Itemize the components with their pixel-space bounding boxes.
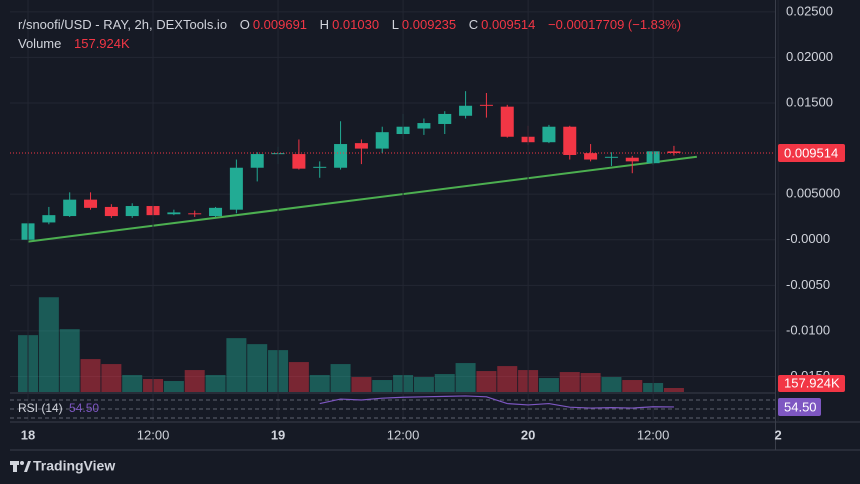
ohlc-letter: O bbox=[239, 17, 250, 32]
change: −0.00017709 (−1.83%) bbox=[548, 17, 682, 32]
volume-bar bbox=[184, 370, 205, 392]
x-tick-label: 12:00 bbox=[137, 427, 170, 442]
price-tag bbox=[778, 144, 845, 163]
volume-value: 157.924K bbox=[74, 36, 130, 51]
ohlc-value: 0.01030 bbox=[332, 17, 380, 32]
volume-bar bbox=[413, 377, 434, 392]
y-tick-label: -0.0000 bbox=[786, 231, 830, 246]
y-tick-label: 0.02500 bbox=[786, 3, 833, 18]
y-tick-label: -0.0050 bbox=[786, 277, 830, 292]
rsi-line bbox=[319, 395, 674, 409]
volume-legend: Volume 157.924K bbox=[18, 36, 133, 51]
plot-area bbox=[10, 11, 775, 392]
candle-body bbox=[417, 123, 431, 129]
trendline bbox=[27, 155, 697, 243]
volume-bar bbox=[497, 366, 518, 392]
volume-bar bbox=[163, 381, 184, 392]
volume-bar bbox=[101, 364, 122, 392]
x-tick-label: 12:00 bbox=[637, 427, 670, 442]
x-tick-label: 12:00 bbox=[387, 427, 420, 442]
y-tick-label: -0.0100 bbox=[786, 322, 830, 337]
y-tick-label: 0.02000 bbox=[786, 49, 833, 64]
x-tick-label: 20 bbox=[521, 427, 535, 442]
candle-body bbox=[542, 126, 556, 143]
candle-body bbox=[354, 143, 368, 149]
candle-body bbox=[438, 113, 452, 124]
ohlc-letter: C bbox=[468, 17, 479, 32]
ohlc-value: 0.009691 bbox=[252, 17, 308, 32]
candle-body bbox=[292, 154, 306, 169]
volume-bar bbox=[247, 344, 268, 392]
candle-body bbox=[604, 156, 618, 158]
volume-bar bbox=[309, 375, 330, 392]
volume-bar bbox=[38, 297, 59, 392]
rsi-tag-label: 54.50 bbox=[784, 399, 817, 414]
candle-body bbox=[584, 153, 598, 160]
volume-bar bbox=[330, 364, 351, 392]
symbol-title: r/snoofi/USD - RAY, 2h, DEXTools.io bbox=[18, 17, 228, 32]
volume-bar bbox=[434, 374, 455, 392]
volume-bar bbox=[455, 363, 476, 392]
candle-body bbox=[42, 215, 56, 223]
volume-bar bbox=[351, 377, 372, 392]
volume-bar bbox=[226, 338, 247, 392]
volume-tag-label: 157.924K bbox=[784, 375, 840, 390]
rsi-tag bbox=[778, 397, 821, 416]
rsi-name: RSI (14) bbox=[18, 401, 63, 415]
ohlc-value: 0.009235 bbox=[401, 17, 457, 32]
candle-body bbox=[188, 213, 202, 215]
volume-bar bbox=[538, 378, 559, 392]
candle-body bbox=[375, 132, 389, 149]
volume-name: Volume bbox=[18, 36, 62, 51]
candle-body bbox=[84, 199, 98, 208]
volume-bar bbox=[122, 375, 143, 392]
volume-bar bbox=[580, 373, 601, 392]
legend-header: r/snoofi/USD - RAY, 2h, DEXTools.io O 0.0… bbox=[18, 17, 684, 32]
price-tag-label: 0.009514 bbox=[784, 145, 838, 160]
time-axis: 18 12:00 19 12:00 20 12:00 2 bbox=[21, 427, 782, 442]
ohlc-letter: L bbox=[391, 17, 399, 32]
candle-body bbox=[563, 126, 577, 155]
x-tick-label: 18 bbox=[21, 427, 35, 442]
candle-body bbox=[625, 157, 639, 162]
x-tick-label: 19 bbox=[271, 427, 285, 442]
candle-body bbox=[667, 151, 681, 154]
ohlc-value: 0.009514 bbox=[481, 17, 536, 32]
volume-bar bbox=[372, 380, 393, 392]
candle-body bbox=[63, 199, 77, 217]
volume-bar bbox=[476, 371, 497, 392]
candle-body bbox=[104, 206, 118, 217]
candle-body bbox=[459, 105, 473, 116]
y-tick-label: 0.01500 bbox=[786, 94, 833, 109]
rsi-legend: RSI (14) 54.50 bbox=[18, 401, 102, 415]
volume-bar bbox=[288, 362, 309, 392]
candle-body bbox=[479, 104, 493, 106]
volume-bar bbox=[205, 375, 226, 392]
candle-body bbox=[167, 212, 181, 215]
volume-bar bbox=[559, 372, 580, 392]
candle-body bbox=[229, 167, 243, 210]
volume-bar bbox=[622, 380, 643, 392]
brand: TradingView bbox=[33, 458, 115, 474]
candle-body bbox=[500, 106, 514, 137]
volume-bar bbox=[601, 377, 622, 392]
volume-bar bbox=[59, 329, 80, 392]
volume-bar bbox=[80, 359, 101, 392]
candle-body bbox=[125, 206, 139, 217]
candle-body bbox=[209, 207, 223, 217]
x-tick-label: 2 bbox=[775, 427, 782, 442]
ohlc-letter: H bbox=[319, 17, 330, 32]
candle-body bbox=[313, 166, 327, 168]
y-tick-label: 0.005000 bbox=[786, 186, 840, 201]
rsi-value: 54.50 bbox=[69, 401, 100, 415]
volume-tag bbox=[778, 375, 845, 393]
logo bbox=[10, 461, 31, 472]
candle-body bbox=[250, 154, 264, 168]
volume-bar bbox=[663, 388, 684, 392]
candle-body bbox=[334, 144, 348, 168]
